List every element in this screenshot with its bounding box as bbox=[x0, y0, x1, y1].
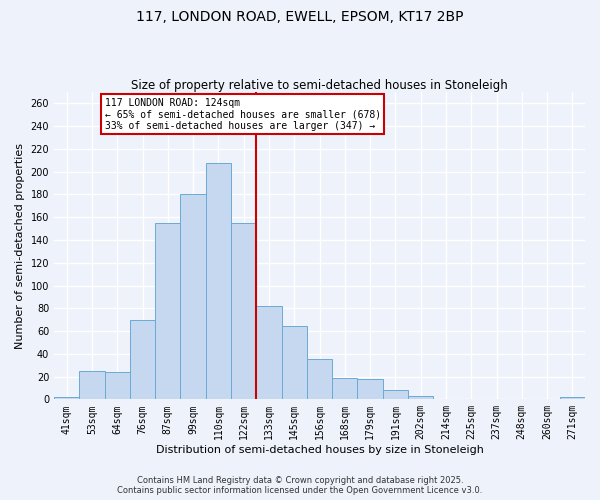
Bar bbox=[130, 320, 155, 400]
Bar bbox=[408, 396, 433, 400]
Bar bbox=[155, 223, 181, 400]
Bar bbox=[231, 223, 256, 400]
Text: Contains HM Land Registry data © Crown copyright and database right 2025.
Contai: Contains HM Land Registry data © Crown c… bbox=[118, 476, 482, 495]
Bar bbox=[332, 378, 358, 400]
Title: Size of property relative to semi-detached houses in Stoneleigh: Size of property relative to semi-detach… bbox=[131, 79, 508, 92]
Bar bbox=[358, 379, 383, 400]
Bar bbox=[79, 371, 104, 400]
Bar bbox=[383, 390, 408, 400]
Bar bbox=[206, 162, 231, 400]
Bar bbox=[281, 326, 307, 400]
Bar bbox=[560, 397, 585, 400]
Bar bbox=[181, 194, 206, 400]
Bar bbox=[256, 306, 281, 400]
X-axis label: Distribution of semi-detached houses by size in Stoneleigh: Distribution of semi-detached houses by … bbox=[155, 445, 484, 455]
Text: 117, LONDON ROAD, EWELL, EPSOM, KT17 2BP: 117, LONDON ROAD, EWELL, EPSOM, KT17 2BP bbox=[136, 10, 464, 24]
Bar bbox=[104, 372, 130, 400]
Y-axis label: Number of semi-detached properties: Number of semi-detached properties bbox=[15, 142, 25, 348]
Bar bbox=[54, 397, 79, 400]
Text: 117 LONDON ROAD: 124sqm
← 65% of semi-detached houses are smaller (678)
33% of s: 117 LONDON ROAD: 124sqm ← 65% of semi-de… bbox=[104, 98, 381, 131]
Bar bbox=[307, 360, 332, 400]
